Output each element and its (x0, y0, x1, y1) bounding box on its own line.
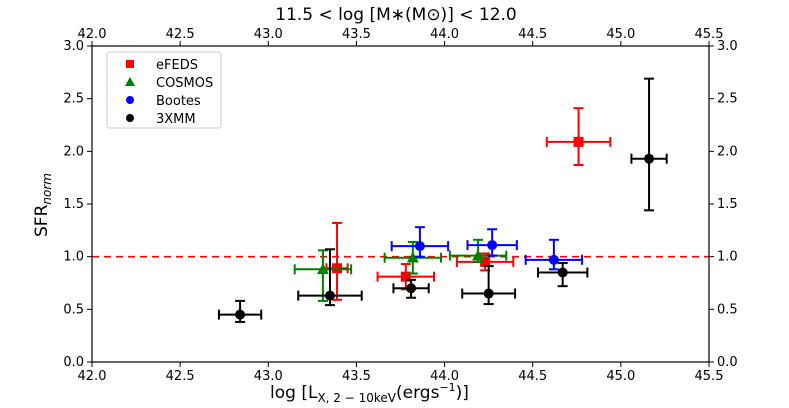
x-axis-title-unit: (ergs (396, 383, 440, 403)
square-marker (573, 136, 584, 147)
legend-entry-3xmm: 3XMM (126, 112, 196, 127)
square-marker (332, 263, 343, 274)
legend-label: 3XMM (156, 112, 196, 127)
bottom-x-tick-label: 44.0 (430, 369, 459, 384)
data-point (390, 226, 450, 258)
legend-entry-cosmos: COSMOS (125, 76, 213, 91)
legend-circle-marker (126, 96, 134, 104)
circle-marker (406, 283, 417, 294)
right-y-tick-label: 2.5 (717, 92, 738, 107)
left-y-tick-label: 2.5 (63, 92, 84, 107)
data-point (217, 299, 263, 323)
x-axis-title-main: log [L (270, 383, 318, 403)
x-axis-title-subscript: X, 2 − 10keV (317, 391, 396, 405)
left-y-tick-label: 1.0 (63, 250, 84, 265)
data-point (545, 107, 612, 167)
top-x-tick-label: 42.5 (166, 27, 195, 42)
data-point (383, 240, 443, 275)
legend-entry-bootes: Bootes (126, 94, 201, 109)
left-y-tick-label: 0.0 (63, 355, 84, 370)
circle-marker (548, 254, 559, 265)
bottom-x-tick-label: 42.5 (166, 369, 195, 384)
square-marker (480, 256, 491, 267)
data-point (466, 228, 518, 257)
circle-marker (483, 288, 494, 299)
top-x-tick-label: 44.5 (518, 27, 547, 42)
x-axis-title: log [LX, 2 − 10keV(ergs−1)] (270, 381, 469, 405)
top-x-tick-label: 43.5 (342, 27, 371, 42)
legend-entry-efeds: eFEDS (126, 58, 198, 73)
right-y-tick-label: 2.0 (717, 144, 738, 159)
top-x-tick-label: 44.0 (430, 27, 459, 42)
plot-frame (91, 45, 710, 363)
bottom-x-tick-label: 44.5 (518, 369, 547, 384)
legend-triangle-marker (125, 77, 135, 86)
y-axis-title-main: SFR (32, 204, 52, 237)
left-axis-ticks: 0.0 0.5 1.0 1.5 2.0 2.5 3.0 (63, 39, 92, 370)
legend-label: eFEDS (156, 58, 198, 73)
left-y-tick-label: 1.5 (63, 197, 84, 212)
data-point (630, 77, 668, 212)
circle-marker (324, 290, 335, 301)
right-axis-ticks: 0.0 0.5 1.0 1.5 2.0 2.5 3.0 (709, 39, 738, 370)
circle-marker (235, 309, 246, 320)
x-axis-title-close: )] (456, 383, 469, 403)
triangle-marker (406, 251, 419, 263)
top-x-tick-label: 45.0 (606, 27, 635, 42)
data-point (461, 265, 517, 306)
data-point (293, 249, 353, 302)
bottom-axis-ticks: 42.0 42.5 43.0 43.5 44.0 44.5 45.0 45.5 (78, 362, 724, 384)
legend-label: Bootes (156, 94, 201, 109)
bottom-x-tick-label: 45.5 (695, 369, 724, 384)
top-x-tick-label: 43.0 (254, 27, 283, 42)
right-y-tick-label: 0.0 (717, 355, 738, 370)
bottom-x-tick-label: 45.0 (606, 369, 635, 384)
top-axis-ticks: 42.0 42.5 43.0 43.5 44.0 44.5 45.0 45.5 (78, 27, 724, 46)
legend: eFEDS COSMOS Bootes 3XMM (106, 51, 222, 129)
right-y-tick-label: 1.0 (717, 250, 738, 265)
circle-marker (414, 241, 425, 252)
data-point (524, 238, 584, 271)
data-point (537, 261, 589, 288)
series-3xmm (217, 77, 668, 323)
right-y-tick-label: 3.0 (717, 39, 738, 54)
bottom-x-tick-label: 43.5 (342, 369, 371, 384)
left-y-tick-label: 0.5 (63, 302, 84, 317)
data-points-layer (217, 77, 668, 323)
legend-circle-marker (126, 114, 134, 122)
y-axis-title: SFRnorm (32, 173, 54, 237)
right-y-tick-label: 1.5 (717, 197, 738, 212)
circle-marker (644, 153, 655, 164)
triangle-marker (472, 249, 485, 261)
right-y-tick-label: 0.5 (717, 302, 738, 317)
data-point (297, 248, 363, 307)
legend-label: COSMOS (156, 76, 213, 91)
square-marker (400, 271, 411, 282)
legend-box (106, 51, 222, 129)
left-y-tick-label: 3.0 (63, 39, 84, 54)
circle-marker (557, 267, 568, 278)
y-axis-title-subscript: norm (40, 173, 54, 205)
chart-title: 11.5 < log [M∗(M⊙)] < 12.0 (275, 5, 516, 25)
legend-square-marker (126, 60, 134, 68)
series-bootes (390, 226, 584, 271)
left-y-tick-label: 2.0 (63, 144, 84, 159)
top-x-tick-label: 45.5 (695, 27, 724, 42)
top-x-tick-label: 42.0 (78, 27, 107, 42)
bottom-x-tick-label: 43.0 (254, 369, 283, 384)
x-axis-title-superscript: −1 (439, 381, 455, 394)
triangle-marker (316, 263, 329, 275)
circle-marker (487, 240, 498, 251)
bottom-x-tick-label: 42.0 (78, 369, 107, 384)
data-point (392, 278, 430, 299)
